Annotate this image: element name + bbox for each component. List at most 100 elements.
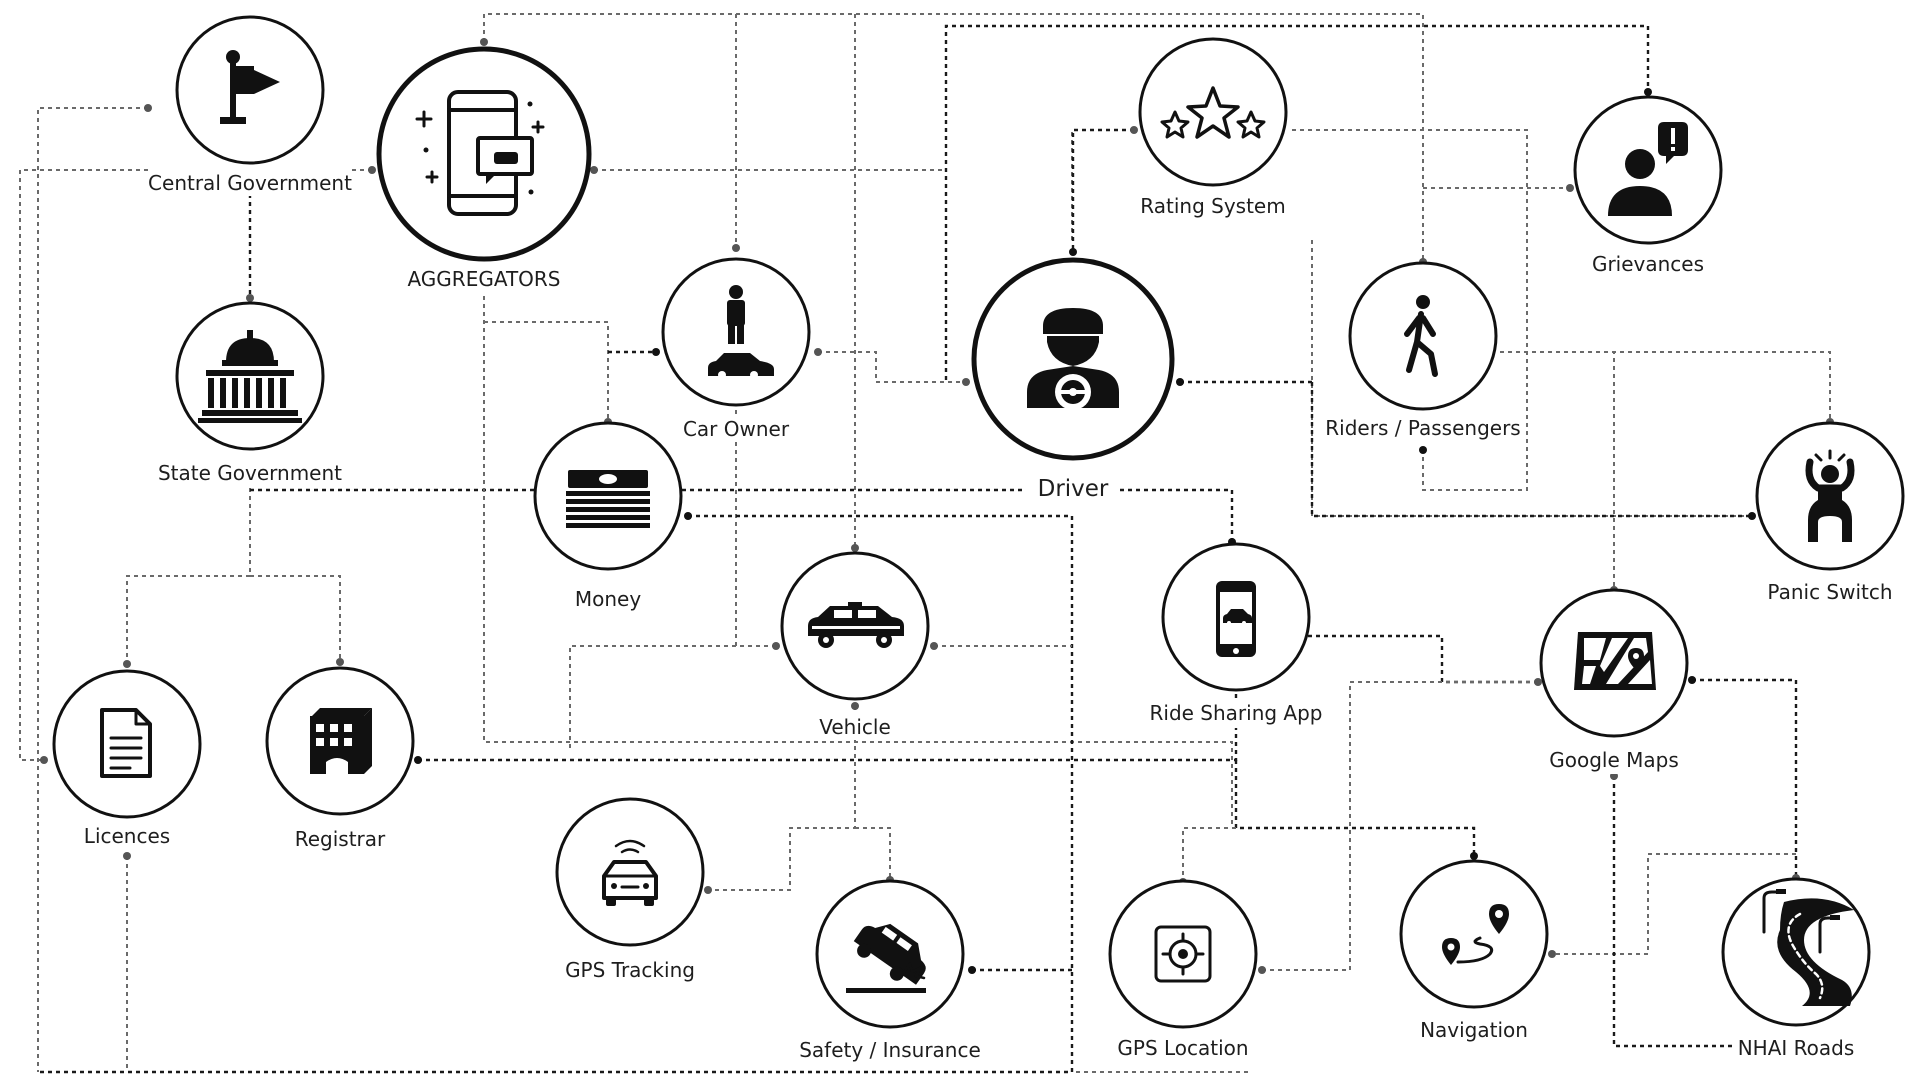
node-safety-insurance: Safety / Insurance bbox=[799, 879, 981, 1064]
connector-vehicle-safety bbox=[855, 827, 891, 880]
dot bbox=[968, 966, 976, 974]
node-registrar: Registrar bbox=[265, 666, 415, 852]
node-navigation: Navigation bbox=[1399, 859, 1549, 1044]
node-licences: Licences bbox=[52, 669, 202, 850]
person-car-icon bbox=[708, 285, 774, 379]
connector-rating-driver-dark bbox=[1071, 128, 1134, 252]
dot bbox=[414, 756, 422, 764]
target-location-icon bbox=[1154, 925, 1212, 983]
connector-driver-grievances bbox=[944, 24, 1650, 380]
car-signal-icon bbox=[602, 839, 658, 906]
connector-money-driver bbox=[38, 514, 1074, 1074]
connector-vehicle-left bbox=[569, 645, 776, 752]
label-grievances: Grievances bbox=[1592, 252, 1704, 276]
capitol-building-icon bbox=[198, 330, 302, 423]
connector-riders-panic-dark bbox=[1310, 382, 1752, 518]
dot bbox=[1748, 512, 1756, 520]
connector-state-tree bbox=[126, 488, 341, 664]
connector-nhai-navigation bbox=[1552, 853, 1796, 955]
connector-app-maps bbox=[1308, 634, 1538, 684]
map-icon bbox=[1574, 632, 1656, 690]
flag-icon bbox=[220, 50, 280, 124]
connector-maps-nhai bbox=[1692, 678, 1798, 878]
connector-gpsloc-maps bbox=[1262, 681, 1538, 971]
node-ring bbox=[52, 669, 202, 819]
node-gps-tracking: GPS Tracking bbox=[555, 797, 705, 984]
taxi-icon bbox=[808, 602, 904, 648]
label-rating-system: Rating System bbox=[1140, 194, 1285, 218]
stars-icon bbox=[1160, 86, 1266, 139]
dot bbox=[40, 756, 48, 764]
dot bbox=[1688, 676, 1696, 684]
connector-rating-driver bbox=[1071, 129, 1134, 242]
connector-central-left bbox=[37, 107, 148, 1072]
node-google-maps: Google Maps bbox=[1539, 588, 1689, 774]
node-car-owner: Car Owner bbox=[661, 257, 811, 442]
label-driver: Driver bbox=[1038, 476, 1109, 502]
dot bbox=[814, 348, 822, 356]
node-central-government: Central Government bbox=[148, 15, 352, 196]
complaint-person-icon bbox=[1608, 122, 1688, 216]
label-google-maps: Google Maps bbox=[1549, 748, 1679, 772]
money-stack-icon bbox=[566, 470, 650, 528]
label-money: Money bbox=[575, 587, 641, 611]
dot bbox=[652, 348, 660, 356]
label-nhai-roads: NHAI Roads bbox=[1738, 1036, 1855, 1060]
dot bbox=[123, 660, 131, 668]
dot bbox=[704, 886, 712, 894]
node-ring bbox=[1138, 37, 1288, 187]
connector-driver-app bbox=[1120, 488, 1234, 542]
node-ride-sharing-app: Ride Sharing App bbox=[1149, 542, 1323, 728]
route-pin-icon bbox=[1442, 904, 1509, 965]
connector-maps-nhai-bottom bbox=[1612, 776, 1756, 1048]
dot bbox=[851, 702, 859, 710]
connector-riders-maps bbox=[1500, 351, 1615, 590]
dot bbox=[1534, 678, 1542, 686]
dot bbox=[1470, 852, 1478, 860]
road-icon bbox=[1762, 889, 1854, 1006]
dot bbox=[772, 642, 780, 650]
connector-app-navigation bbox=[1234, 760, 1476, 856]
node-vehicle: Vehicle bbox=[780, 551, 930, 740]
connector-aggregators-top bbox=[483, 13, 1424, 262]
walking-person-icon bbox=[1404, 295, 1438, 377]
dot bbox=[1419, 446, 1427, 454]
node-ring bbox=[555, 797, 705, 947]
connector-carowner-vehicle bbox=[735, 410, 776, 647]
node-aggregators: AGGREGATORS bbox=[376, 46, 592, 292]
mobile-app-icon bbox=[1216, 581, 1256, 657]
dot bbox=[1548, 950, 1556, 958]
label-central-government: Central Government bbox=[148, 171, 352, 195]
panic-person-icon bbox=[1805, 449, 1855, 542]
dot bbox=[590, 166, 598, 174]
label-state-government: State Government bbox=[158, 461, 342, 485]
dot bbox=[851, 544, 859, 552]
node-grievances: Grievances bbox=[1573, 95, 1723, 278]
dot bbox=[368, 166, 376, 174]
label-navigation: Navigation bbox=[1420, 1018, 1528, 1042]
connector-riders-right bbox=[1500, 351, 1831, 422]
dot bbox=[1566, 184, 1574, 192]
label-gps-location: GPS Location bbox=[1117, 1036, 1248, 1060]
node-ring bbox=[661, 257, 811, 407]
dot bbox=[336, 658, 344, 666]
connector-carowner-driver bbox=[818, 351, 966, 383]
label-gps-tracking: GPS Tracking bbox=[565, 958, 695, 982]
connector-app-gpslocation bbox=[1182, 827, 1236, 882]
dot bbox=[962, 378, 970, 386]
dot bbox=[480, 38, 488, 46]
connector-aggregators-money bbox=[484, 321, 609, 422]
dot bbox=[1644, 88, 1652, 96]
node-nhai-roads: NHAI Roads bbox=[1721, 877, 1871, 1062]
phone-app-icon bbox=[415, 90, 545, 216]
dot bbox=[144, 104, 152, 112]
connector-aggregators-down bbox=[483, 280, 1475, 852]
connector-rating-riders bbox=[1292, 129, 1528, 491]
dot bbox=[1258, 966, 1266, 974]
dot bbox=[1176, 378, 1184, 386]
label-aggregators: AGGREGATORS bbox=[407, 267, 560, 291]
label-registrar: Registrar bbox=[295, 827, 386, 851]
connectors bbox=[19, 13, 1831, 1074]
node-ring bbox=[1348, 261, 1498, 411]
dot bbox=[930, 642, 938, 650]
